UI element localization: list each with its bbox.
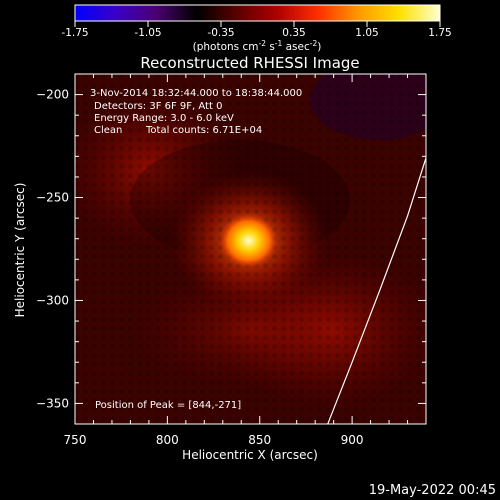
chart-title: Reconstructed RHESSI Image [140,54,359,72]
colorbar-tick-label: 1.05 [355,27,378,39]
detectors-label: Detectors: 3F 6F 9F, Att 0 [94,101,222,112]
timestamp: 19-May-2022 00:45 [369,483,496,498]
colorbar-strip [74,4,441,22]
map-image [75,74,426,424]
x-axis-label: Heliocentric X (arcsec) [182,448,318,462]
y-tick-label: −350 [36,396,69,410]
colorbar-units: (photons cm-2 s-1 asec-2) [193,39,322,53]
clean-label: Clean [94,125,122,136]
plot-frame [74,73,427,425]
colorbar-tick-label: 1.75 [428,27,451,39]
peak-position-label: Position of Peak = [844,-271] [95,400,241,411]
colorbar-ticks: -1.75 -1.05 -0.35 0.35 1.05 1.75 [61,21,452,39]
x-tick-label: 900 [341,433,364,447]
flare-source [218,212,279,269]
solar-limb [327,155,426,424]
x-tick-label: 750 [64,433,87,447]
y-tick-label: −200 [36,88,69,102]
y-axis-label: Heliocentric Y (arcsec) [13,183,27,318]
x-axis: 750 800 850 900 [64,74,427,447]
colorbar: -1.75 -1.05 -0.35 0.35 1.05 1.75 (photons cm-… [61,4,452,53]
x-tick-label: 850 [248,433,271,447]
colorbar-tick-label: -1.05 [134,27,161,39]
y-tick-label: −250 [36,191,69,205]
energy-range-label: Energy Range: 3.0 - 6.0 keV [94,113,234,124]
y-axis: −200 −250 −300 −350 [36,73,426,425]
total-counts-label: Total counts: 6.71E+04 [145,125,262,136]
y-tick-label: −300 [36,293,69,307]
colorbar-tick-label: -1.75 [61,27,88,39]
date-range-label: 3-Nov-2014 18:32:44.000 to 18:38:44.000 [90,88,302,99]
colorbar-tick-label: 0.35 [282,27,305,39]
image-annotations: 3-Nov-2014 18:32:44.000 to 18:38:44.000 … [90,88,302,411]
x-tick-label: 800 [156,433,179,447]
colorbar-tick-label: -0.35 [207,27,234,39]
